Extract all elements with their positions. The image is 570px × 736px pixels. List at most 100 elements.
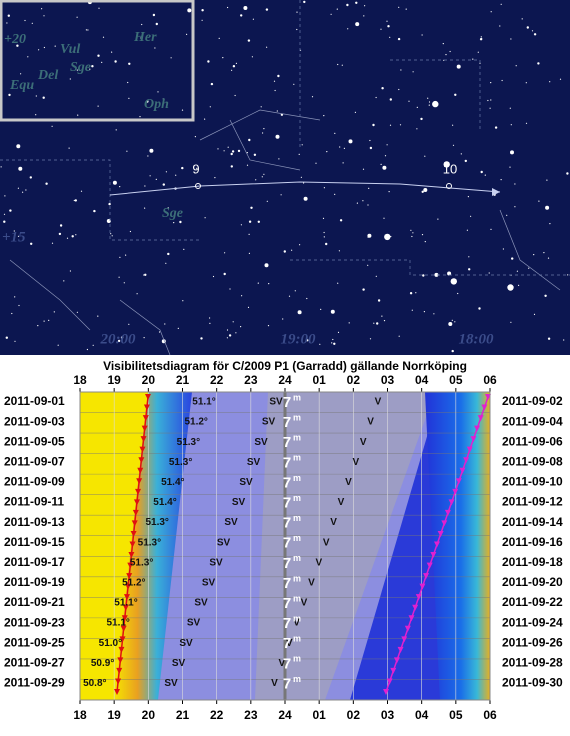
star bbox=[323, 231, 325, 234]
direction-label: V bbox=[278, 658, 285, 669]
star bbox=[330, 13, 332, 15]
date-label: 2011-09-08 bbox=[502, 454, 563, 468]
star bbox=[209, 106, 211, 108]
star bbox=[210, 82, 214, 86]
star bbox=[412, 232, 414, 234]
star bbox=[266, 46, 268, 48]
star bbox=[108, 202, 111, 206]
altitude-label: 51.0° bbox=[99, 638, 122, 649]
star bbox=[212, 275, 215, 278]
star bbox=[510, 38, 512, 40]
magnitude-unit: m bbox=[293, 613, 301, 623]
star bbox=[76, 16, 78, 18]
star bbox=[501, 79, 503, 82]
magnitude: 7 bbox=[283, 595, 291, 612]
time-label: 20:00 bbox=[100, 331, 136, 347]
star bbox=[559, 78, 562, 80]
star bbox=[204, 118, 206, 120]
star bbox=[223, 150, 225, 152]
star bbox=[187, 8, 192, 13]
star bbox=[546, 179, 548, 181]
direction-label: V bbox=[271, 678, 278, 689]
star bbox=[102, 36, 105, 38]
star bbox=[31, 22, 33, 24]
star bbox=[339, 146, 341, 148]
altitude-label: 51.3° bbox=[145, 517, 168, 528]
star bbox=[227, 6, 229, 9]
direction-label: SV bbox=[194, 598, 208, 609]
star bbox=[337, 282, 339, 284]
star bbox=[355, 1, 358, 4]
comet-date: 10 bbox=[443, 161, 457, 176]
labels: 18 18 19 19 20 20 21 21 22 22 23 23 24 24 01 01 02 02 03 03… bbox=[4, 373, 563, 722]
star bbox=[398, 6, 400, 8]
star bbox=[432, 100, 439, 108]
star bbox=[223, 272, 226, 276]
star bbox=[16, 44, 19, 47]
star bbox=[120, 336, 124, 339]
star bbox=[77, 114, 79, 116]
sunset-marker bbox=[140, 436, 147, 443]
star bbox=[59, 224, 63, 227]
star bbox=[293, 83, 295, 85]
date-label: 2011-09-26 bbox=[502, 635, 563, 649]
sunset-marker bbox=[128, 552, 135, 559]
star bbox=[464, 159, 467, 163]
star bbox=[227, 146, 229, 148]
star bbox=[467, 196, 469, 198]
star bbox=[400, 69, 402, 71]
star bbox=[278, 158, 280, 160]
star bbox=[201, 19, 203, 21]
dawn-marker bbox=[412, 604, 419, 611]
star bbox=[367, 264, 369, 266]
star bbox=[422, 274, 425, 277]
star bbox=[181, 109, 184, 111]
star bbox=[451, 319, 453, 321]
star bbox=[57, 344, 59, 346]
star bbox=[247, 306, 250, 308]
star bbox=[194, 136, 196, 138]
dawn-marker bbox=[463, 457, 470, 464]
star bbox=[119, 186, 121, 188]
star bbox=[437, 218, 439, 220]
star bbox=[251, 56, 253, 58]
star bbox=[139, 116, 141, 118]
direction-label: V bbox=[315, 557, 322, 568]
star bbox=[248, 252, 250, 254]
sunset-marker bbox=[137, 467, 144, 474]
star bbox=[209, 322, 211, 324]
star bbox=[375, 96, 377, 99]
star bbox=[201, 9, 204, 12]
star bbox=[69, 270, 71, 272]
star bbox=[373, 322, 375, 324]
direction-label: SV bbox=[247, 457, 261, 468]
hour-label: 06 bbox=[483, 373, 497, 387]
hour-label: 18 bbox=[73, 708, 87, 722]
date-label: 2011-09-24 bbox=[502, 615, 563, 629]
star bbox=[246, 164, 249, 166]
direction-label: V bbox=[375, 397, 382, 408]
star bbox=[363, 15, 365, 17]
star bbox=[204, 217, 206, 219]
star bbox=[545, 205, 550, 210]
star bbox=[428, 101, 431, 103]
star bbox=[433, 313, 435, 315]
comet-position bbox=[195, 183, 201, 189]
star bbox=[165, 171, 167, 173]
star bbox=[384, 155, 387, 157]
star bbox=[510, 124, 512, 126]
star bbox=[29, 176, 32, 179]
star bbox=[348, 322, 350, 324]
star bbox=[155, 178, 157, 180]
star bbox=[494, 126, 498, 129]
sunset-marker bbox=[121, 615, 128, 622]
star bbox=[336, 8, 338, 10]
dawn-marker bbox=[455, 478, 462, 485]
direction-label: SV bbox=[187, 618, 201, 629]
star bbox=[164, 323, 166, 325]
star bbox=[525, 82, 527, 84]
star bbox=[364, 5, 366, 7]
star bbox=[466, 229, 468, 231]
date-label: 2011-09-29 bbox=[4, 676, 65, 690]
star bbox=[490, 228, 492, 230]
